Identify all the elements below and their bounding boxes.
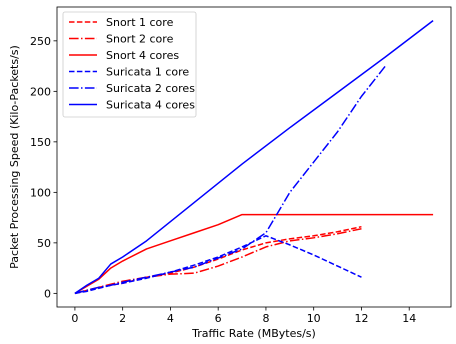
y-tick-label: 150 xyxy=(30,136,51,149)
legend-label: Snort 4 cores xyxy=(106,49,179,62)
legend-label: Suricata 4 cores xyxy=(106,99,195,112)
legend-label: Snort 1 core xyxy=(106,16,174,29)
x-tick-label: 12 xyxy=(354,312,368,325)
x-tick-label: 8 xyxy=(262,312,269,325)
x-tick-label: 2 xyxy=(119,312,126,325)
x-axis-label: Traffic Rate (MBytes/s) xyxy=(191,327,316,340)
legend-label: Snort 2 core xyxy=(106,33,174,46)
legend-label: Suricata 2 cores xyxy=(106,82,195,95)
x-tick-label: 6 xyxy=(215,312,222,325)
legend: Snort 1 core Snort 2 core Snort 4 cores Sur… xyxy=(62,11,197,118)
y-tick-label: 100 xyxy=(30,186,51,199)
legend-label: Suricata 1 core xyxy=(106,66,189,79)
y-tick-label: 50 xyxy=(37,237,51,250)
x-tick-label: 10 xyxy=(307,312,321,325)
series-line-3 xyxy=(74,213,434,295)
y-axis-label: Packet Processing Speed (Kilo-Packets/s) xyxy=(8,45,21,269)
plot-frame xyxy=(56,6,452,308)
legend-box xyxy=(62,11,197,118)
y-tick-label: 200 xyxy=(30,85,51,98)
y-tick-label: 0 xyxy=(44,287,51,300)
x-tick-label: 0 xyxy=(71,312,78,325)
series-lines xyxy=(74,20,434,295)
x-tick-label: 14 xyxy=(402,312,416,325)
y-tick-label: 250 xyxy=(30,35,51,48)
x-tick-label: 4 xyxy=(167,312,174,325)
series-line-5 xyxy=(74,65,386,295)
series-line-6 xyxy=(74,20,434,294)
axes: 0 2 4 6 8 10 12 14 0 50 100 150 200 250 xyxy=(30,35,416,325)
